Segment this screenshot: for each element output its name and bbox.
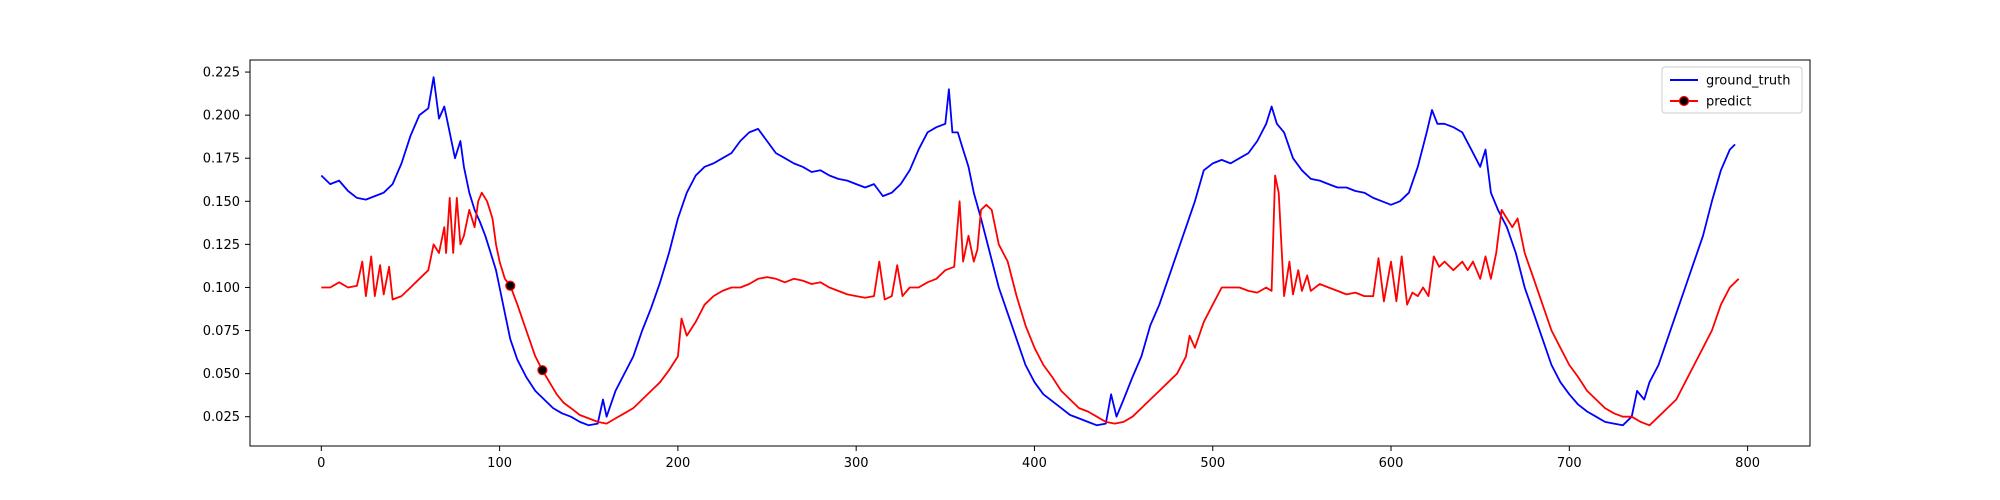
x-tick-label: 800 [1735, 456, 1760, 471]
y-tick-label: 0.150 [203, 195, 240, 210]
x-tick-label: 400 [1022, 456, 1047, 471]
x-tick-label: 200 [665, 456, 690, 471]
y-tick-label: 0.100 [203, 281, 240, 296]
legend-label: predict [1706, 95, 1751, 110]
y-tick-label: 0.050 [203, 367, 240, 382]
y-tick-label: 0.125 [203, 238, 240, 253]
series-layer [320, 76, 1740, 427]
x-axis: 0 100 200 300 400 500 600 700 800 [317, 446, 1760, 471]
data-point-marker [505, 280, 516, 291]
x-tick-label: 300 [844, 456, 869, 471]
x-tick-label: 600 [1379, 456, 1404, 471]
series-line-predict [321, 174, 1740, 427]
y-tick-label: 0.075 [203, 324, 240, 339]
y-tick-label: 0.175 [203, 152, 240, 167]
series-line-ground-truth [320, 76, 1736, 427]
x-tick-label: 500 [1200, 456, 1225, 471]
x-tick-label: 100 [487, 456, 512, 471]
y-tick-label: 0.225 [203, 66, 240, 81]
legend-label: ground_truth [1706, 74, 1791, 89]
y-axis: 0.025 0.050 0.075 0.100 0.125 0.150 0.175 0.200… [203, 66, 250, 425]
x-tick-label: 700 [1557, 456, 1582, 471]
y-tick-label: 0.200 [203, 109, 240, 124]
x-tick-label: 0 [317, 456, 325, 471]
legend-swatch-marker [1678, 95, 1690, 107]
y-tick-label: 0.025 [203, 410, 240, 425]
data-point-marker [537, 365, 548, 376]
axes-frame [249, 59, 1811, 447]
